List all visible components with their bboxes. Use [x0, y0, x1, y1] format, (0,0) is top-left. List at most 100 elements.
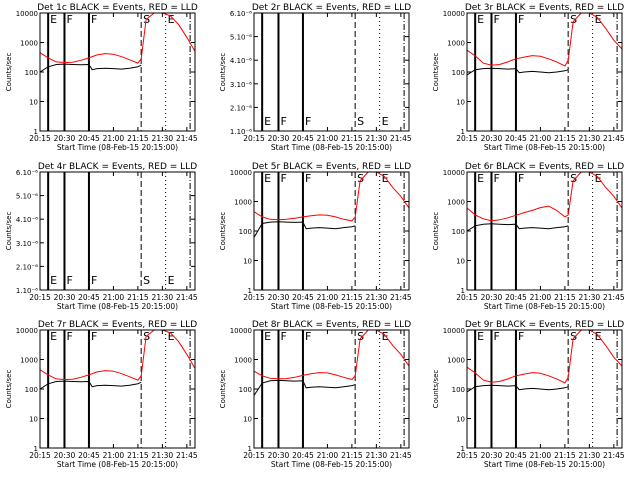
chart-title: Det 8r BLACK = Events, RED = LLD: [252, 320, 411, 330]
y-tick-label: 100: [452, 228, 465, 236]
x-tick-label: 21:30: [152, 293, 174, 302]
marker-label-3: F: [305, 330, 311, 343]
chart-title: Det 5r BLACK = Events, RED = LLD: [252, 162, 411, 172]
x-tick-label: 21:00: [317, 293, 339, 302]
x-tick-label: 20:30: [481, 293, 503, 302]
y-tick-label: 1: [461, 445, 465, 453]
marker-label-2: F: [280, 115, 286, 128]
x-tick-label: 21:00: [103, 451, 125, 460]
series-lld: [466, 12, 623, 67]
x-tick-label: 20:30: [54, 293, 76, 302]
marker-label-1: E: [264, 172, 271, 185]
x-tick-label: 21:30: [579, 451, 601, 460]
x-tick-label: 20:30: [268, 134, 290, 143]
y-axis-label: Counts/sec: [432, 370, 440, 409]
plot-frame: [466, 171, 623, 291]
y-tick-label: 1.10⁻⁶: [16, 287, 38, 295]
x-tick-label: 21:45: [390, 134, 412, 143]
x-tick-label: 21:45: [176, 293, 198, 302]
plot-frame: [39, 171, 196, 291]
marker-label-5: E: [168, 13, 175, 26]
x-tick-label: 21:30: [579, 134, 601, 143]
y-tick-label: 1: [248, 445, 252, 453]
marker-label-1: E: [50, 13, 57, 26]
marker-label-3: F: [91, 274, 97, 287]
x-tick-label: 20:45: [78, 293, 100, 302]
y-tick-label: 5.10⁻⁶: [16, 193, 38, 201]
chart-title: Det 6r BLACK = Events, RED = LLD: [465, 162, 624, 172]
x-tick-label: 20:15: [243, 293, 265, 302]
marker-label-1: E: [264, 115, 271, 128]
x-axis-label: Start Time (08-Feb-15 20:15:00): [271, 302, 392, 311]
y-tick-label: 2.10⁻⁶: [16, 263, 38, 271]
y-tick-label: 10000: [16, 10, 38, 18]
marker-label-5: E: [168, 330, 175, 343]
marker-label-5: E: [595, 330, 602, 343]
x-tick-label: 21:15: [554, 451, 576, 460]
y-tick-label: 10: [456, 258, 465, 266]
x-axis-label: Start Time (08-Feb-15 20:15:00): [484, 302, 605, 311]
marker-label-1: E: [477, 330, 484, 343]
x-tick-label: 21:45: [603, 134, 625, 143]
x-tick-label: 20:45: [292, 134, 314, 143]
x-tick-label: 21:00: [103, 134, 125, 143]
y-tick-label: 1.10⁻⁶: [230, 128, 252, 136]
x-tick-label: 20:30: [268, 451, 290, 460]
marker-label-5: E: [595, 172, 602, 185]
y-tick-label: 10000: [16, 327, 38, 335]
x-tick-label: 20:45: [505, 134, 527, 143]
x-tick-label: 21:00: [317, 451, 339, 460]
x-tick-label: 20:15: [29, 451, 51, 460]
marker-label-3: F: [518, 330, 524, 343]
marker-label-3: F: [518, 172, 524, 185]
y-tick-label: 10000: [230, 169, 252, 177]
marker-label-4: S: [357, 172, 364, 185]
marker-label-5: E: [382, 115, 389, 128]
chart-title: Det 1c BLACK = Events, RED = LLD: [37, 3, 198, 13]
chart-title: Det 4r BLACK = Events, RED = LLD: [38, 162, 197, 172]
plot-frame: [253, 329, 410, 449]
x-axis-label: Start Time (08-Feb-15 20:15:00): [57, 460, 178, 469]
chart-title: Det 7r BLACK = Events, RED = LLD: [38, 320, 197, 330]
y-tick-label: 6.10⁻⁶: [16, 169, 38, 177]
y-tick-label: 100: [452, 386, 465, 394]
chart-title: Det 2r BLACK = Events, RED = LLD: [252, 3, 411, 13]
y-tick-label: 100: [25, 69, 38, 77]
y-tick-label: 1: [248, 287, 252, 295]
y-axis-label: Counts/sec: [5, 212, 13, 251]
x-axis-label: Start Time (08-Feb-15 20:15:00): [271, 143, 392, 152]
x-tick-label: 20:30: [481, 451, 503, 460]
y-tick-label: 1000: [447, 357, 465, 365]
series-events: [39, 380, 142, 390]
x-axis-label: Start Time (08-Feb-15 20:15:00): [57, 302, 178, 311]
series-events: [253, 221, 356, 238]
y-axis-label: Counts/sec: [219, 370, 227, 409]
x-tick-label: 21:45: [390, 293, 412, 302]
x-tick-label: 21:45: [390, 451, 412, 460]
y-axis-label: Counts/sec: [219, 53, 227, 92]
y-tick-label: 1: [461, 128, 465, 136]
marker-label-3: F: [305, 115, 311, 128]
x-tick-label: 20:30: [54, 134, 76, 143]
y-tick-label: 10: [456, 416, 465, 424]
y-tick-label: 10: [456, 99, 465, 107]
x-tick-label: 20:45: [505, 451, 527, 460]
marker-label-2: F: [493, 172, 499, 185]
marker-label-3: F: [305, 172, 311, 185]
x-axis-label: Start Time (08-Feb-15 20:15:00): [484, 143, 605, 152]
y-tick-label: 1000: [447, 199, 465, 207]
y-tick-label: 10000: [443, 327, 465, 335]
series-events: [253, 379, 356, 396]
x-tick-label: 21:30: [366, 293, 388, 302]
series-events: [466, 384, 569, 393]
x-tick-label: 21:30: [152, 134, 174, 143]
x-tick-label: 21:15: [127, 293, 149, 302]
y-tick-label: 1000: [20, 40, 38, 48]
